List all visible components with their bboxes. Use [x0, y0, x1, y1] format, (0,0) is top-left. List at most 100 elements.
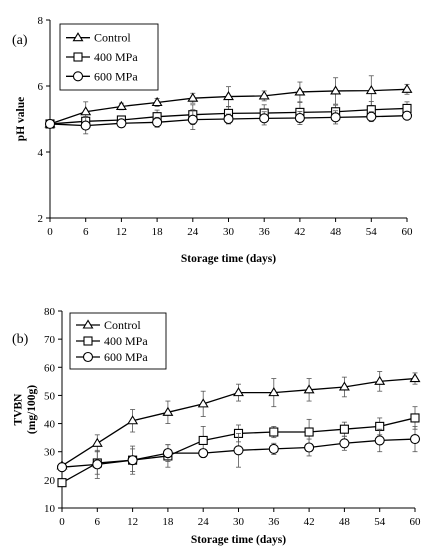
x-tick-label: 36: [268, 516, 280, 528]
data-point: [366, 111, 377, 122]
data-point: [57, 478, 67, 488]
data-point: [162, 406, 174, 416]
x-tick-label: 24: [187, 226, 199, 238]
data-point: [409, 372, 421, 383]
data-point: [197, 398, 209, 408]
data-point: [338, 381, 350, 391]
legend-marker: [82, 319, 94, 329]
y-tick-label: 8: [38, 15, 44, 27]
data-point: [56, 462, 68, 473]
y-tick-label: 2: [38, 213, 44, 225]
data-point: [410, 413, 420, 423]
y-tick-label: 70: [44, 334, 56, 346]
data-point: [365, 85, 377, 95]
legend-marker: [73, 52, 83, 62]
x-tick-label: 0: [59, 516, 65, 528]
y-axis-label-line: TVBN: [13, 393, 25, 426]
y-tick-label: 6: [38, 81, 44, 93]
data-point: [223, 90, 234, 101]
y-tick-label: 80: [44, 306, 56, 318]
data-point: [198, 435, 208, 446]
x-tick-label: 24: [198, 516, 210, 528]
data-point: [409, 433, 421, 445]
data-point: [187, 92, 199, 102]
data-point: [339, 438, 350, 449]
data-point: [91, 437, 103, 447]
legend-marker: [72, 71, 84, 82]
data-point: [127, 455, 138, 466]
data-point: [223, 113, 234, 125]
y-axis-label: pH value: [15, 97, 27, 141]
panel-label: (a): [12, 33, 28, 48]
y-tick-label: 4: [38, 147, 44, 159]
x-tick-label: 18: [162, 516, 174, 528]
x-tick-label: 54: [374, 516, 386, 528]
legend-entry: Control: [94, 31, 131, 45]
y-tick-label: 30: [44, 447, 56, 459]
x-tick-label: 6: [95, 516, 101, 528]
x-tick-label: 6: [83, 226, 89, 238]
data-point: [330, 85, 342, 95]
x-axis-label: Storage time (days): [181, 253, 276, 265]
data-point: [304, 427, 314, 437]
legend-marker: [72, 32, 84, 42]
data-point: [152, 117, 163, 128]
x-tick-label: 42: [294, 226, 305, 238]
data-point: [187, 114, 198, 125]
data-point: [401, 110, 413, 121]
data-point: [269, 427, 279, 437]
legend-marker: [83, 336, 93, 346]
data-point: [80, 106, 92, 116]
data-point: [294, 112, 305, 124]
x-tick-label: 12: [116, 226, 127, 238]
y-axis-label-line: (mg/100g): [26, 385, 38, 434]
x-tick-label: 30: [223, 226, 235, 238]
x-tick-label: 18: [152, 226, 164, 238]
data-point: [303, 384, 315, 394]
data-point: [92, 459, 103, 470]
data-point: [268, 443, 279, 454]
data-point: [116, 118, 127, 129]
x-tick-label: 48: [339, 516, 351, 528]
legend-entry: 600 MPa: [94, 69, 138, 83]
data-point: [115, 100, 127, 111]
legend: Control 400 MPa 600 MPa: [59, 23, 159, 91]
legend-entry: 600 MPa: [104, 350, 148, 364]
data-point: [80, 120, 91, 131]
legend-entry: Control: [104, 318, 141, 332]
x-axis-label: Storage time (days): [191, 534, 286, 546]
data-point: [268, 387, 280, 397]
legend-marker: [82, 351, 94, 363]
y-tick-label: 10: [44, 503, 56, 515]
y-tick-label: 50: [44, 390, 56, 402]
y-tick-label: 40: [44, 419, 56, 431]
x-tick-label: 42: [304, 516, 315, 528]
data-point: [374, 375, 386, 385]
y-axis-label: TVBN(mg/100g): [13, 385, 38, 434]
data-point: [339, 424, 349, 434]
data-point: [233, 445, 244, 456]
data-point: [198, 448, 209, 459]
x-tick-label: 0: [47, 226, 53, 238]
data-point: [127, 415, 139, 425]
y-tick-label: 20: [44, 475, 56, 487]
data-point: [330, 112, 341, 123]
legend-entry: 400 MPa: [94, 50, 138, 64]
legend-entry: 400 MPa: [104, 334, 148, 348]
data-point: [44, 118, 56, 129]
chart-panel-b: 10 20 30 40 50 60 70 80 0 6 12 18 24 30 36 42 48 54 60 Stor…: [12, 306, 421, 546]
data-point: [259, 113, 270, 124]
data-point: [151, 96, 163, 107]
y-tick-label: 60: [44, 362, 56, 374]
data-point: [233, 387, 244, 397]
series-circle: [44, 109, 413, 135]
data-point: [294, 86, 306, 96]
x-tick-label: 12: [127, 516, 138, 528]
x-tick-label: 60: [402, 226, 414, 238]
data-point: [304, 442, 315, 453]
data-point: [162, 448, 173, 459]
x-tick-label: 48: [330, 226, 342, 238]
x-tick-label: 60: [410, 516, 422, 528]
